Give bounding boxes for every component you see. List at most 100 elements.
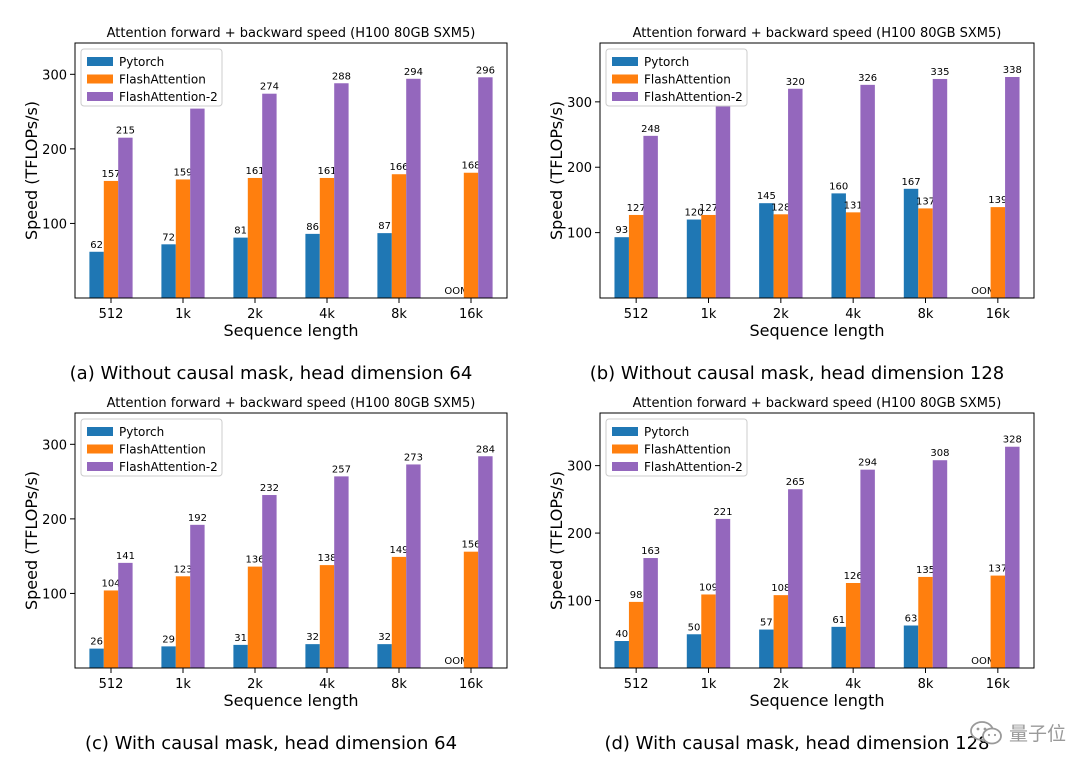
figure-caption: (a) Without causal mask, head dimension …: [70, 363, 473, 384]
bar-flashattention-4k: [319, 565, 335, 668]
bar-pytorch-4k: [305, 644, 320, 668]
data-label: 274: [260, 82, 279, 93]
bar-pytorch-8k: [377, 233, 392, 298]
bar-pytorch-512: [89, 251, 104, 298]
bar-flashattention-2-2k: [788, 88, 803, 299]
bar-flashattention-2-4k: [334, 83, 349, 298]
y-axis-label: Speed (TFLOPs/s): [22, 471, 41, 610]
legend-swatch: [87, 57, 113, 66]
bar-pytorch-512: [614, 641, 629, 668]
bar-pytorch-4k: [831, 193, 846, 298]
x-tick-label: 1k: [175, 677, 191, 692]
x-tick-label: 4k: [845, 307, 861, 322]
y-tick-label: 200: [567, 161, 592, 176]
data-label: 138: [317, 553, 336, 564]
data-label: 127: [627, 203, 646, 214]
data-label: 145: [757, 191, 776, 202]
oom-label: OOM: [444, 656, 468, 667]
data-label: 257: [332, 464, 351, 475]
figure-caption: (d) With causal mask, head dimension 128: [604, 733, 989, 754]
bar-flashattention-512: [628, 214, 644, 298]
legend-swatch: [87, 427, 113, 436]
plot-frame: [599, 412, 1035, 669]
figure-caption: (c) With causal mask, head dimension 64: [85, 733, 457, 754]
data-label: 156: [461, 540, 480, 551]
x-tick-label: 512: [99, 677, 124, 692]
legend-swatch: [612, 74, 638, 84]
legend-label: FlashAttention-2: [119, 460, 218, 474]
data-label: 265: [786, 477, 805, 488]
oom-label: OOM: [971, 286, 995, 297]
data-label: 221: [713, 507, 732, 518]
data-label: 32: [378, 632, 391, 643]
bar-flashattention-2-512: [643, 558, 658, 668]
bar-pytorch-8k: [377, 644, 392, 668]
bar-flashattention-512: [628, 601, 644, 668]
bar-flashattention-16k: [463, 551, 479, 668]
bar-pytorch-512: [614, 237, 629, 298]
y-tick-label: 300: [567, 96, 592, 111]
data-label: 139: [988, 195, 1007, 206]
bar-pytorch-512: [89, 648, 104, 668]
data-label: 163: [641, 546, 660, 557]
data-label: 161: [317, 166, 336, 177]
data-label: 294: [858, 458, 877, 469]
bar-flashattention-2-16k: [478, 77, 493, 298]
bar-flashattention-2-512: [118, 137, 133, 298]
bar-flashattention-16k: [990, 207, 1006, 298]
data-label: 62: [90, 240, 103, 251]
bar-pytorch-2k: [233, 644, 248, 668]
y-tick-label: 300: [42, 68, 67, 83]
bar-pytorch-1k: [161, 244, 176, 298]
x-tick-label: 16k: [459, 307, 484, 322]
data-label: 135: [916, 565, 935, 576]
x-tick-label: 1k: [701, 307, 717, 322]
x-tick-label: 8k: [391, 307, 407, 322]
x-tick-label: 4k: [319, 677, 335, 692]
data-label: 40: [615, 629, 628, 640]
legend-label: FlashAttention-2: [644, 460, 743, 474]
legend: [80, 48, 223, 107]
data-label: 320: [786, 77, 805, 88]
data-label: 126: [844, 571, 863, 582]
bar-pytorch-2k: [233, 237, 248, 298]
data-label: 248: [641, 124, 660, 135]
data-label: 215: [116, 126, 135, 137]
data-label: 328: [1003, 435, 1022, 446]
y-tick-label: 100: [42, 217, 67, 232]
y-tick-label: 100: [42, 587, 67, 602]
bar-flashattention-16k: [463, 172, 479, 298]
chart-panel-c: Attention forward + backward speed (H100…: [22, 396, 508, 754]
bar-flashattention-4k: [319, 177, 335, 298]
oom-label: OOM: [444, 286, 468, 297]
bar-flashattention-2k: [773, 595, 789, 668]
data-label: 127: [699, 203, 718, 214]
legend-swatch: [87, 444, 113, 454]
data-label: 50: [688, 622, 701, 633]
x-tick-label: 4k: [319, 307, 335, 322]
x-tick-label: 512: [624, 677, 649, 692]
data-label: 123: [173, 564, 192, 575]
data-label: 288: [332, 71, 351, 82]
data-label: 294: [404, 67, 423, 78]
bar-flashattention-2-2k: [788, 489, 803, 668]
x-tick-label: 2k: [247, 307, 263, 322]
legend-swatch: [612, 427, 638, 436]
bar-flashattention-1k: [175, 576, 191, 668]
data-label: 128: [771, 202, 790, 213]
bar-flashattention-2-1k: [190, 108, 205, 298]
figure-caption: (b) Without causal mask, head dimension …: [590, 363, 1005, 384]
bar-flashattention-2-2k: [262, 495, 277, 668]
data-label: 335: [930, 67, 949, 78]
data-label: 63: [905, 614, 918, 625]
bar-flashattention-2-4k: [334, 476, 349, 668]
data-label: 192: [188, 513, 207, 524]
legend: [80, 418, 223, 477]
plot-frame: [74, 42, 508, 299]
x-tick-label: 1k: [701, 677, 717, 692]
data-label: 308: [930, 448, 949, 459]
data-label: 61: [832, 615, 845, 626]
bar-flashattention-512: [103, 590, 119, 668]
legend-swatch: [612, 57, 638, 66]
data-label: 86: [306, 222, 319, 233]
